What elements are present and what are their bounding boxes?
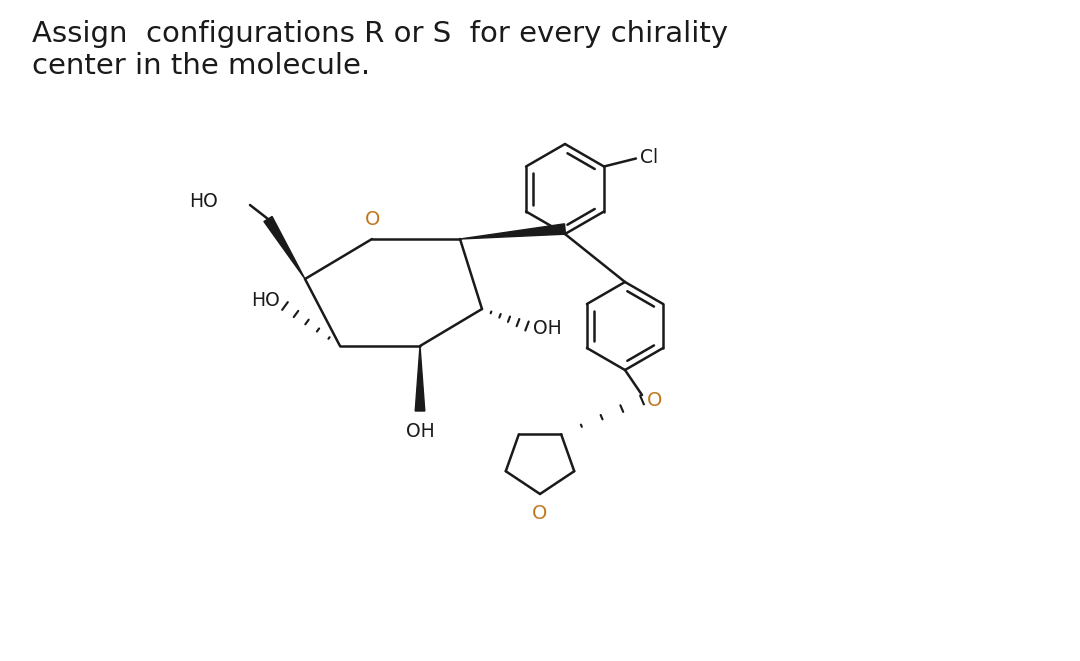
Text: OH: OH [534,319,562,338]
Text: O: O [532,504,548,523]
Text: O: O [647,391,662,410]
Text: O: O [365,210,380,229]
Polygon shape [264,217,305,279]
Text: HO: HO [189,192,218,210]
Text: HO: HO [252,290,280,309]
Text: Assign  configurations R or S  for every chirality
center in the molecule.: Assign configurations R or S for every c… [32,20,729,80]
Polygon shape [415,346,424,411]
Text: OH: OH [406,422,434,441]
Polygon shape [460,224,566,239]
Text: Cl: Cl [640,148,658,167]
